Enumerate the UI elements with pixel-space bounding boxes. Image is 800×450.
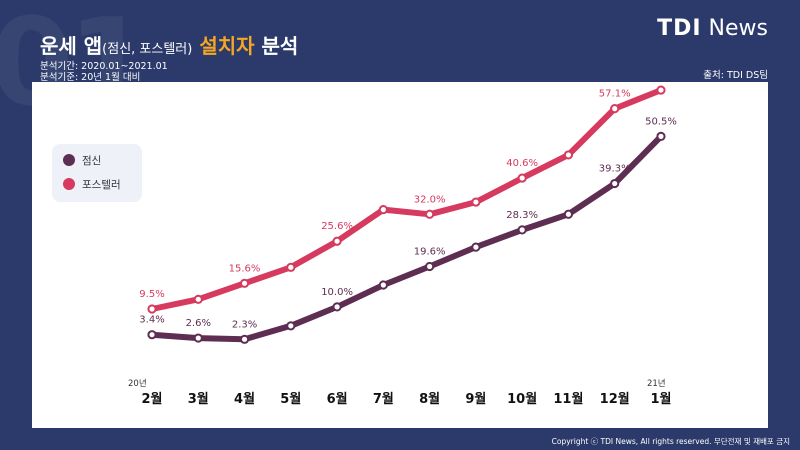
data-point-0-4 — [332, 302, 342, 312]
data-label-1-0: 9.5% — [139, 289, 164, 300]
title-main: 운세 앱 — [40, 34, 103, 58]
year-label-1: 21년 — [647, 378, 666, 389]
data-point-0-8 — [517, 225, 527, 235]
data-point-1-10 — [610, 104, 620, 114]
title-sub: (점신, 포스텔러) — [102, 42, 193, 57]
legend-box — [52, 144, 142, 202]
x-tick-label-0: 2월 — [141, 391, 162, 407]
data-point-1-6 — [425, 209, 435, 219]
data-point-1-5 — [378, 205, 388, 215]
legend-marker-0 — [63, 154, 75, 166]
data-label-0-6: 19.6% — [414, 246, 446, 257]
data-point-0-6 — [425, 261, 435, 272]
data-point-1-3 — [286, 262, 296, 272]
data-point-1-1 — [193, 294, 203, 304]
data-label-1-4: 25.6% — [321, 221, 353, 232]
data-label-0-1: 2.6% — [186, 318, 211, 329]
x-tick-label-7: 9월 — [465, 391, 486, 407]
data-label-0-11: 50.5% — [645, 116, 677, 127]
series-line-0 — [149, 133, 664, 343]
data-label-0-8: 28.3% — [506, 210, 538, 221]
data-point-0-0 — [147, 330, 157, 340]
x-tick-label-5: 7월 — [373, 391, 394, 407]
data-point-1-0 — [147, 304, 157, 314]
data-point-0-2 — [239, 334, 250, 344]
title-end: 분석 — [261, 34, 299, 58]
data-label-1-8: 40.6% — [506, 158, 538, 169]
x-tick-label-9: 11월 — [553, 391, 583, 407]
legend-marker-1 — [63, 178, 75, 190]
data-label-1-10: 57.1% — [599, 89, 631, 100]
x-tick-label-11: 1월 — [650, 391, 671, 407]
analysis-period: 분석기간: 2020.01~2021.01 — [40, 61, 168, 72]
page-title: 운세 앱(점신, 포스텔러) 설치자 분석 — [40, 30, 298, 59]
copyright: Copyright ⓒ TDI News, All rights reserve… — [551, 437, 790, 446]
data-point-1-7 — [471, 197, 481, 207]
legend-label-1: 포스텔러 — [82, 179, 121, 191]
x-tick-label-10: 12월 — [600, 391, 630, 407]
title-highlight: 설치자 — [199, 34, 255, 58]
x-tick-label-1: 3월 — [188, 391, 209, 407]
x-tick-label-3: 5월 — [280, 391, 301, 407]
data-label-0-10: 39.3% — [599, 164, 631, 175]
brand-logo: TDI News — [657, 16, 768, 41]
data-point-1-2 — [239, 278, 250, 288]
data-point-0-5 — [378, 280, 388, 290]
data-point-1-9 — [563, 150, 574, 160]
x-tick-label-2: 4월 — [234, 391, 255, 407]
data-label-0-2: 2.3% — [232, 319, 257, 330]
data-point-0-1 — [193, 333, 203, 343]
x-tick-label-8: 10월 — [507, 391, 537, 407]
data-point-1-11 — [656, 85, 666, 95]
data-point-0-10 — [610, 178, 620, 189]
data-point-0-3 — [286, 321, 296, 331]
data-label-1-2: 15.6% — [229, 263, 261, 274]
data-label-0-4: 10.0% — [321, 287, 353, 298]
series-line-1 — [149, 87, 664, 312]
analysis-baseline: 분석기준: 20년 1월 대비 — [40, 72, 141, 83]
legend-label-0: 점신 — [82, 155, 101, 167]
data-label-1-6: 32.0% — [414, 194, 446, 205]
brand-logo-light: News — [708, 16, 768, 41]
x-tick-label-6: 8월 — [419, 391, 440, 407]
data-point-0-9 — [563, 209, 574, 219]
year-label-0: 20년 — [128, 378, 147, 389]
data-point-1-8 — [517, 173, 527, 183]
x-tick-label-4: 6월 — [327, 391, 348, 407]
brand-logo-bold: TDI — [657, 16, 702, 41]
data-point-0-7 — [471, 242, 481, 252]
source-label: 출처: TDI DS팀 — [703, 70, 768, 81]
data-point-1-4 — [332, 236, 342, 246]
data-label-0-0: 3.4% — [139, 315, 164, 326]
data-point-0-11 — [656, 131, 666, 141]
